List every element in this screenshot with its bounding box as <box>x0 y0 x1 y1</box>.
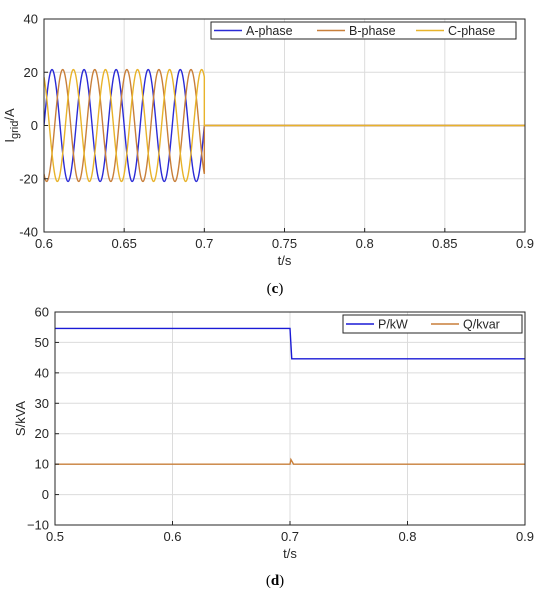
y-axis-label: S/kVA <box>13 401 28 436</box>
y-tick-label: 0 <box>42 487 49 502</box>
legend-label: Q/kvar <box>463 318 500 332</box>
y-tick-label: 60 <box>35 305 49 320</box>
x-tick-label: 0.9 <box>516 529 534 544</box>
y-tick-label: -40 <box>19 225 38 240</box>
legend-label: B-phase <box>349 24 396 38</box>
chart-c: 0.6 0.65 0.7 0.75 0.8 0.85 0.9 -40 -20 0 20 40 t/s Ig… <box>2 12 534 269</box>
chart-d: 0.5 0.6 0.7 0.8 0.9 −10 0 10 20 30 40 50 60 t/s S/kVA P… <box>13 305 534 562</box>
x-tick-label: 0.75 <box>272 236 297 251</box>
x-tick-label: 0.65 <box>112 236 137 251</box>
x-tick-label: 0.9 <box>516 236 534 251</box>
y-tick-label: 50 <box>35 335 49 350</box>
x-tick-label: 0.6 <box>35 236 53 251</box>
series-line-a-phase <box>44 68 525 183</box>
x-tick-label: 0.8 <box>356 236 374 251</box>
legend-label: P/kW <box>378 318 408 332</box>
x-tick-label: 0.85 <box>432 236 457 251</box>
legend-label: C-phase <box>448 24 495 38</box>
y-tick-label: 40 <box>24 12 38 27</box>
x-axis-label: t/s <box>283 546 297 561</box>
caption-c-letter: c <box>271 281 279 297</box>
series-line-b-phase <box>44 68 525 183</box>
x-tick-label: 0.5 <box>46 529 64 544</box>
y-tick-label: 20 <box>35 426 49 441</box>
y-tick-label: 10 <box>35 457 49 472</box>
legend-label: A-phase <box>246 24 293 38</box>
y-tick-label: 30 <box>35 396 49 411</box>
x-tick-label: 0.6 <box>163 529 181 544</box>
caption-d-letter: d <box>270 573 280 589</box>
series-line-p-kw <box>55 327 525 360</box>
y-tick-label: 40 <box>35 365 49 380</box>
series-line-q-kvar <box>55 457 525 465</box>
caption-d: (d) <box>265 573 285 589</box>
y-tick-label: −10 <box>27 518 49 533</box>
y-tick-label: 20 <box>24 65 38 80</box>
y-tick-label: 0 <box>31 118 38 133</box>
series-line-c-phase <box>44 68 525 183</box>
y-tick-label: -20 <box>19 171 38 186</box>
x-tick-label: 0.7 <box>281 529 299 544</box>
caption-c: (c) <box>266 281 284 297</box>
x-tick-label: 0.8 <box>398 529 416 544</box>
x-axis-label: t/s <box>278 253 292 268</box>
y-axis-label: Igrid/A <box>2 108 21 143</box>
x-tick-label: 0.7 <box>195 236 213 251</box>
legend-box <box>210 21 517 40</box>
